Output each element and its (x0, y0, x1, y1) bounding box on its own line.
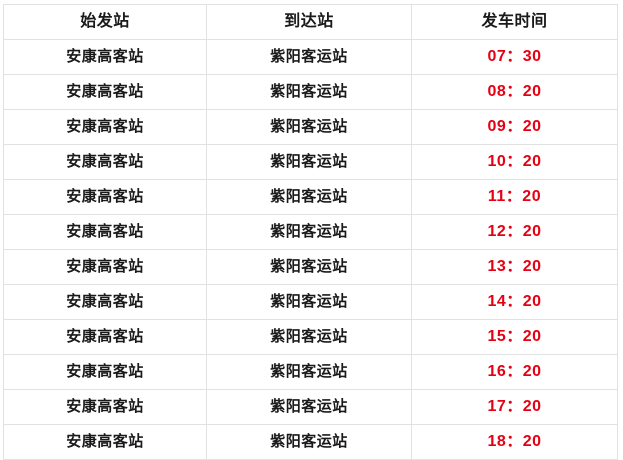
cell-departure-time: 14：20 (411, 284, 618, 320)
cell-departure-time: 07：30 (411, 39, 618, 75)
cell-origin: 安康高客站 (3, 179, 207, 215)
cell-destination: 紫阳客运站 (206, 144, 412, 180)
cell-destination: 紫阳客运站 (206, 109, 412, 145)
cell-destination: 紫阳客运站 (206, 389, 412, 425)
table-header-row: 始发站 到达站 发车时间 (3, 4, 618, 40)
cell-departure-time: 13：20 (411, 249, 618, 285)
table-row: 安康高客站 紫阳客运站 13：20 (3, 249, 618, 285)
cell-departure-time: 16：20 (411, 354, 618, 390)
cell-destination: 紫阳客运站 (206, 319, 412, 355)
cell-departure-time: 08：20 (411, 74, 618, 110)
column-header-origin: 始发站 (3, 4, 207, 40)
cell-destination: 紫阳客运站 (206, 424, 412, 460)
cell-destination: 紫阳客运站 (206, 284, 412, 320)
cell-departure-time: 15：20 (411, 319, 618, 355)
column-header-destination: 到达站 (206, 4, 412, 40)
column-header-departure-time: 发车时间 (411, 4, 618, 40)
table-row: 安康高客站 紫阳客运站 14：20 (3, 284, 618, 320)
table-row: 安康高客站 紫阳客运站 08：20 (3, 74, 618, 110)
table-row: 安康高客站 紫阳客运站 07：30 (3, 39, 618, 75)
cell-origin: 安康高客站 (3, 109, 207, 145)
cell-destination: 紫阳客运站 (206, 74, 412, 110)
cell-destination: 紫阳客运站 (206, 354, 412, 390)
table-row: 安康高客站 紫阳客运站 09：20 (3, 109, 618, 145)
cell-destination: 紫阳客运站 (206, 249, 412, 285)
table-row: 安康高客站 紫阳客运站 17：20 (3, 389, 618, 425)
cell-origin: 安康高客站 (3, 39, 207, 75)
table-row: 安康高客站 紫阳客运站 15：20 (3, 319, 618, 355)
cell-destination: 紫阳客运站 (206, 39, 412, 75)
cell-departure-time: 09：20 (411, 109, 618, 145)
cell-origin: 安康高客站 (3, 389, 207, 425)
cell-departure-time: 11：20 (411, 179, 618, 215)
cell-origin: 安康高客站 (3, 214, 207, 250)
table-header: 始发站 到达站 发车时间 (3, 4, 618, 40)
table-row: 安康高客站 紫阳客运站 18：20 (3, 424, 618, 460)
cell-departure-time: 18：20 (411, 424, 618, 460)
cell-departure-time: 12：20 (411, 214, 618, 250)
table-body: 安康高客站 紫阳客运站 07：30 安康高客站 紫阳客运站 08：20 安康高客站 紫阳客运站… (3, 39, 618, 460)
table-row: 安康高客站 紫阳客运站 11：20 (3, 179, 618, 215)
cell-origin: 安康高客站 (3, 249, 207, 285)
table-row: 安康高客站 紫阳客运站 10：20 (3, 144, 618, 180)
bus-schedule-container: 始发站 到达站 发车时间 安康高客站 紫阳客运站 07：30 安康高客站 紫阳客运站 08… (3, 4, 618, 460)
cell-destination: 紫阳客运站 (206, 179, 412, 215)
bus-schedule-table: 始发站 到达站 发车时间 安康高客站 紫阳客运站 07：30 安康高客站 紫阳客运站 08… (3, 4, 618, 460)
cell-departure-time: 17：20 (411, 389, 618, 425)
cell-origin: 安康高客站 (3, 144, 207, 180)
cell-origin: 安康高客站 (3, 284, 207, 320)
cell-departure-time: 10：20 (411, 144, 618, 180)
table-row: 安康高客站 紫阳客运站 12：20 (3, 214, 618, 250)
cell-origin: 安康高客站 (3, 354, 207, 390)
table-row: 安康高客站 紫阳客运站 16：20 (3, 354, 618, 390)
cell-origin: 安康高客站 (3, 319, 207, 355)
cell-origin: 安康高客站 (3, 424, 207, 460)
cell-origin: 安康高客站 (3, 74, 207, 110)
cell-destination: 紫阳客运站 (206, 214, 412, 250)
